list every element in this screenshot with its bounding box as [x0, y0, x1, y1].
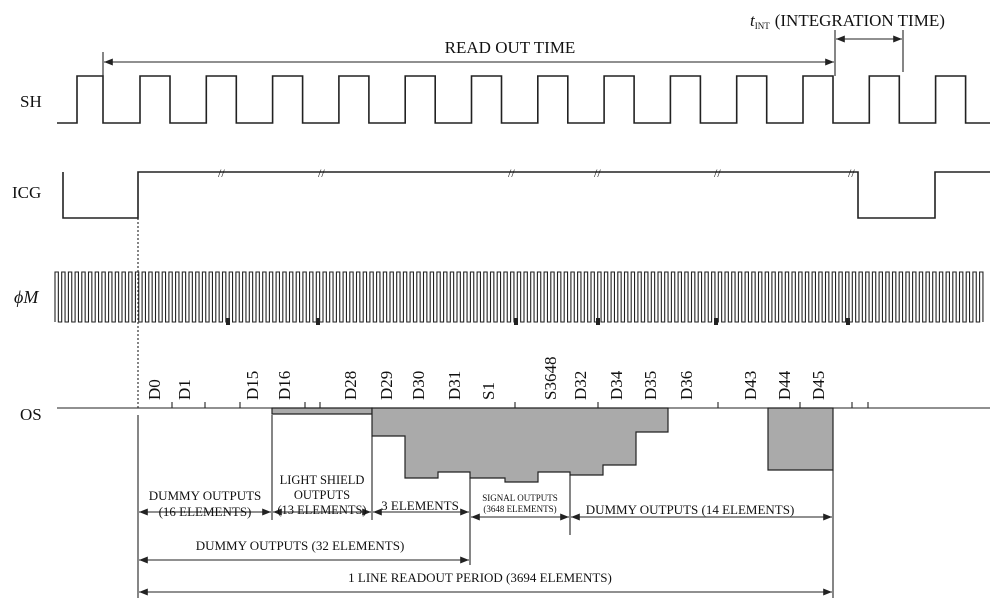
os-label: D32	[571, 371, 590, 400]
span-label: DUMMY OUTPUTS (32 ELEMENTS)	[196, 538, 405, 553]
span-label: LIGHT SHIELD	[280, 473, 365, 487]
integration-title: tINT (INTEGRATION TIME)	[750, 11, 945, 31]
span-label: 3 ELEMENTS	[381, 498, 459, 513]
os-label: D28	[341, 371, 360, 400]
break-mark	[596, 318, 600, 325]
break-mark	[714, 318, 718, 325]
span-label: DUMMY OUTPUTS (14 ELEMENTS)	[586, 502, 795, 517]
break-mark: //	[318, 166, 325, 180]
span-label: OUTPUTS	[294, 488, 350, 502]
signal-label: ICG	[12, 183, 41, 202]
signal-label: OS	[20, 405, 42, 424]
span-label: (16 ELEMENTS)	[159, 504, 252, 519]
os-label: D45	[809, 371, 828, 400]
break-mark	[226, 318, 230, 325]
os-label: D16	[275, 371, 294, 400]
sh-waveform	[57, 75, 990, 124]
os-label: D43	[741, 371, 760, 400]
os-dummy	[767, 407, 834, 471]
os-label: D0	[145, 379, 164, 400]
break-mark: //	[848, 166, 855, 180]
os-shield	[271, 407, 373, 415]
os-label: D44	[775, 370, 794, 400]
phim-waveform	[54, 271, 984, 323]
os-label: S1	[479, 382, 498, 400]
os-label: D35	[641, 371, 660, 400]
os-label: D1	[175, 379, 194, 400]
os-label: D30	[409, 371, 428, 400]
span-label: (13 ELEMENTS)	[277, 503, 366, 517]
os-label: D31	[445, 371, 464, 400]
os-label: D36	[677, 371, 696, 400]
break-mark	[316, 318, 320, 325]
os-label: D34	[607, 370, 626, 400]
span-label: DUMMY OUTPUTS	[149, 488, 262, 503]
os-label: D29	[377, 371, 396, 400]
break-mark: //	[594, 166, 601, 180]
break-mark: //	[218, 166, 225, 180]
span-label: SIGNAL OUTPUTS	[482, 493, 557, 503]
readout-label: READ OUT TIME	[445, 38, 576, 57]
break-mark: //	[714, 166, 721, 180]
os-label: S3648	[541, 357, 560, 400]
os-signal	[371, 407, 669, 483]
icg-waveform	[62, 171, 990, 219]
break-mark: //	[508, 166, 515, 180]
break-mark	[846, 318, 850, 325]
span-label: (3648 ELEMENTS)	[483, 504, 556, 514]
break-mark	[514, 318, 518, 325]
span-label: 1 LINE READOUT PERIOD (3694 ELEMENTS)	[348, 570, 612, 585]
signal-label: ϕM	[14, 287, 39, 307]
os-label: D15	[243, 371, 262, 400]
signal-label: SH	[20, 92, 42, 111]
